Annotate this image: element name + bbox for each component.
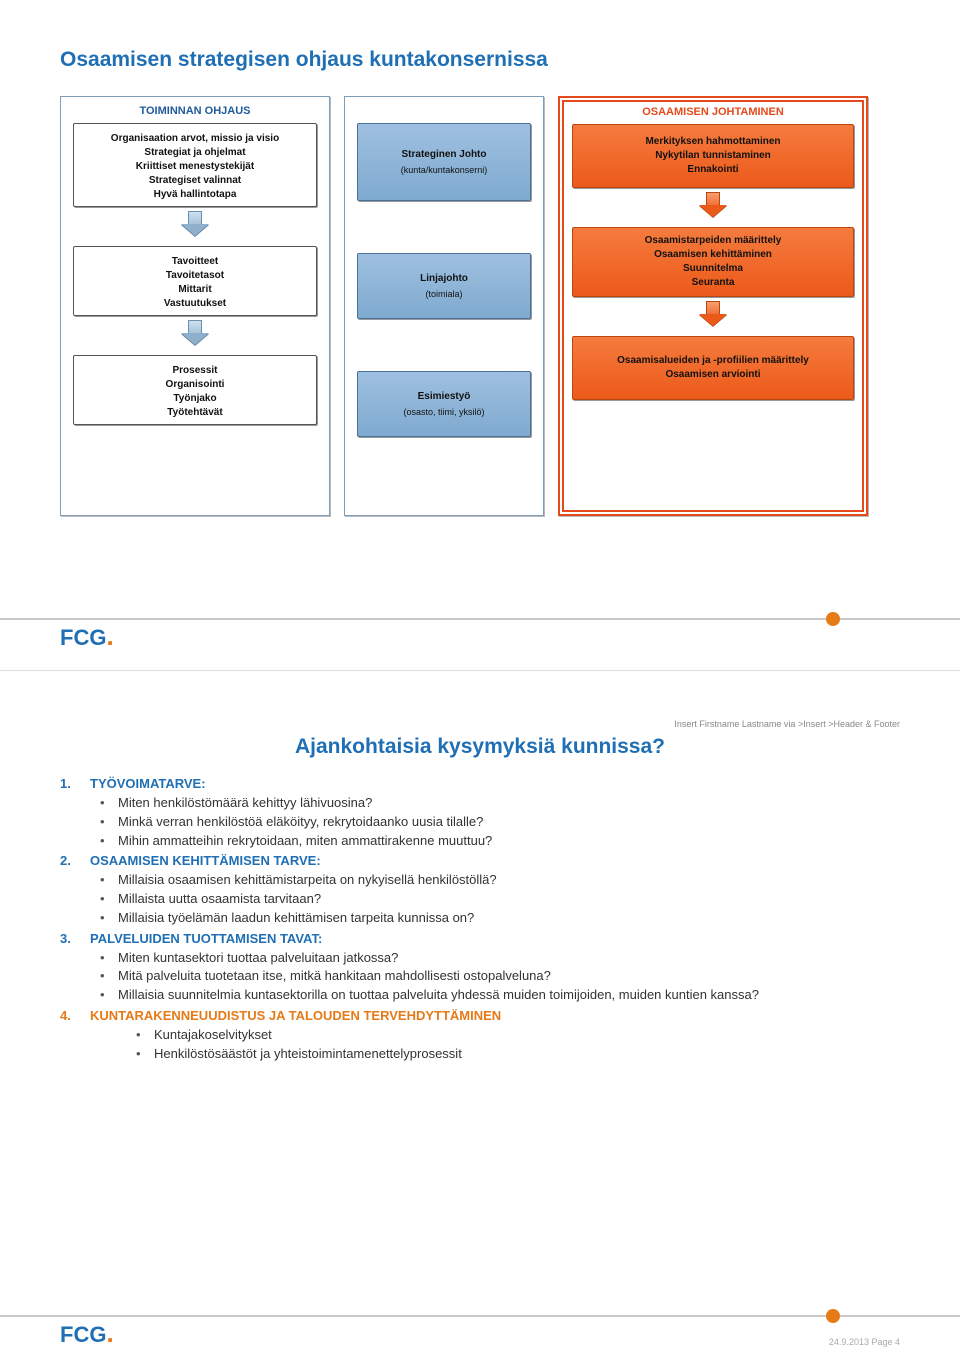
questions-list: 1.TYÖVOIMATARVE:Miten henkilöstömäärä ke… <box>60 775 900 1064</box>
question-item: 2.OSAAMISEN KEHITTÄMISEN TARVE:Millaisia… <box>90 852 900 927</box>
box-c1: Merkityksen hahmottaminen Nykytilan tunn… <box>572 124 854 188</box>
box-b1: Strateginen Johto (kunta/kuntakonserni) <box>357 123 531 201</box>
footer-dot-icon <box>826 1309 840 1323</box>
panel-b: Strateginen Johto (kunta/kuntakonserni) … <box>344 96 544 516</box>
box-b3: Esimiestyö (osasto, tiimi, yksilö) <box>357 371 531 437</box>
box-a3: Prosessit Organisointi Työnjako Työtehtä… <box>73 355 317 425</box>
logo-1: FCG. <box>60 621 114 652</box>
arrow-c2 <box>706 301 720 315</box>
bullet-item: Miten henkilöstömäärä kehittyy lähivuosi… <box>114 794 900 813</box>
arrow-c1 <box>706 192 720 206</box>
footer-line-1 <box>0 612 960 626</box>
slide-2: Insert Firstname Lastname via >Insert >H… <box>0 670 960 1367</box>
item-number: 3. <box>60 930 90 949</box>
b1-title: Strateginen Johto <box>364 148 524 162</box>
item-number: 4. <box>60 1007 90 1026</box>
item-heading: KUNTARAKENNEUUDISTUS JA TALOUDEN TERVEHD… <box>90 1007 501 1026</box>
question-item: 4.KUNTARAKENNEUUDISTUS JA TALOUDEN TERVE… <box>90 1007 900 1064</box>
item-heading: OSAAMISEN KEHITTÄMISEN TARVE: <box>90 852 321 871</box>
b3-title: Esimiestyö <box>364 390 524 404</box>
bullet-item: Minkä verran henkilöstöä eläköityy, rekr… <box>114 813 900 832</box>
logo-text: FCG <box>60 1322 106 1347</box>
box-c3: Osaamisalueiden ja -profiilien määrittel… <box>572 336 854 400</box>
arrow-a1-head <box>181 224 209 236</box>
footer-dot-icon <box>826 612 840 626</box>
b2-sub: (toimiala) <box>364 288 524 301</box>
bullet-item: Mitä palveluita tuotetaan itse, mitkä ha… <box>114 967 900 986</box>
col-a-header: TOIMINNAN OHJAUS <box>67 105 323 117</box>
bullet-item: Millaisia osaamisen kehittämistarpeita o… <box>114 871 900 890</box>
arrow-c2-head <box>699 314 727 326</box>
bullet-item: Millaisia suunnitelmia kuntasektorilla o… <box>114 986 900 1005</box>
footer-page-info: 24.9.2013 Page 4 <box>829 1337 900 1347</box>
logo-text: FCG <box>60 625 106 650</box>
box-a2: Tavoitteet Tavoitetasot Mittarit Vastuut… <box>73 246 317 316</box>
slide-1: Osaamisen strategisen ohjaus kuntakonser… <box>0 0 960 670</box>
bullet-item: Mihin ammatteihin rekrytoidaan, miten am… <box>114 832 900 851</box>
header-note: Insert Firstname Lastname via >Insert >H… <box>60 719 900 729</box>
item-heading: TYÖVOIMATARVE: <box>90 775 206 794</box>
bullet-item: Millaisia työelämän laadun kehittämisen … <box>114 909 900 928</box>
arrow-a1 <box>188 211 202 225</box>
arrow-a2-head <box>181 333 209 345</box>
bullet-item: Miten kuntasektori tuottaa palveluitaan … <box>114 949 900 968</box>
panel-c: OSAAMISEN JOHTAMINEN Merkityksen hahmott… <box>558 96 868 516</box>
bullet-item: Kuntajakoselvitykset <box>150 1026 900 1045</box>
col-c-header: OSAAMISEN JOHTAMINEN <box>566 106 860 118</box>
bullet-item: Henkilöstösäästöt ja yhteistoimintamenet… <box>150 1045 900 1064</box>
column-toiminnan-ohjaus: TOIMINNAN OHJAUS Organisaation arvot, mi… <box>60 96 330 516</box>
b2-title: Linjajohto <box>364 272 524 286</box>
slide1-title: Osaamisen strategisen ohjaus kuntakonser… <box>60 48 900 72</box>
footer-line-2 <box>0 1309 960 1323</box>
diagram-columns: TOIMINNAN OHJAUS Organisaation arvot, mi… <box>60 96 900 516</box>
item-number: 1. <box>60 775 90 794</box>
logo-dot-icon: . <box>106 621 113 651</box>
question-item: 3.PALVELUIDEN TUOTTAMISEN TAVAT:Miten ku… <box>90 930 900 1005</box>
slide2-title: Ajankohtaisia kysymyksiä kunnissa? <box>60 735 900 759</box>
bullet-item: Millaista uutta osaamista tarvitaan? <box>114 890 900 909</box>
box-b2: Linjajohto (toimiala) <box>357 253 531 319</box>
column-middle: Strateginen Johto (kunta/kuntakonserni) … <box>344 96 544 516</box>
arrow-c1-head <box>699 205 727 217</box>
logo-dot-icon: . <box>106 1318 113 1348</box>
item-heading: PALVELUIDEN TUOTTAMISEN TAVAT: <box>90 930 322 949</box>
panel-a: TOIMINNAN OHJAUS Organisaation arvot, mi… <box>60 96 330 516</box>
question-item: 1.TYÖVOIMATARVE:Miten henkilöstömäärä ke… <box>90 775 900 850</box>
logo-2: FCG. <box>60 1318 114 1349</box>
b1-sub: (kunta/kuntakonserni) <box>364 164 524 177</box>
box-a1: Organisaation arvot, missio ja visio Str… <box>73 123 317 207</box>
column-osaamisen-johtaminen: OSAAMISEN JOHTAMINEN Merkityksen hahmott… <box>558 96 868 516</box>
box-c2: Osaamistarpeiden määrittely Osaamisen ke… <box>572 227 854 297</box>
arrow-a2 <box>188 320 202 334</box>
b3-sub: (osasto, tiimi, yksilö) <box>364 406 524 419</box>
item-number: 2. <box>60 852 90 871</box>
